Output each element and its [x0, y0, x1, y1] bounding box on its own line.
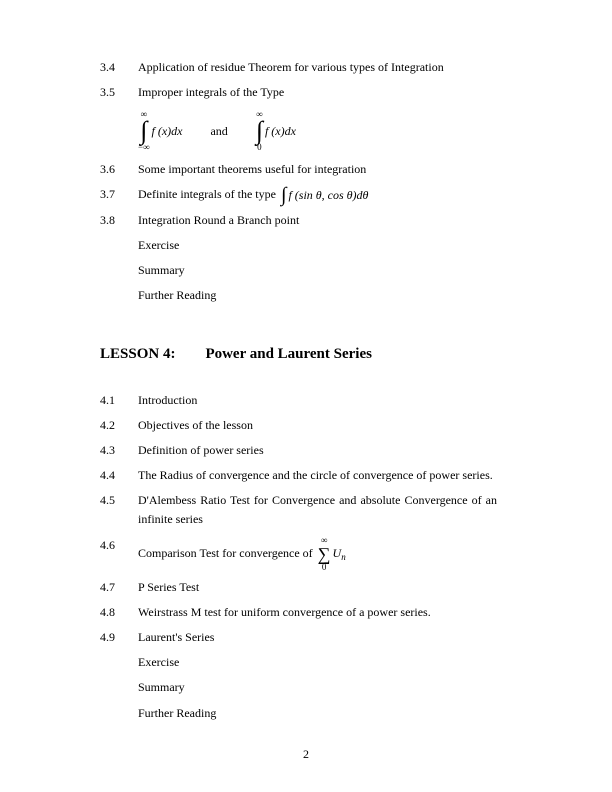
- item-text: Weirstrass M test for uniform convergenc…: [138, 603, 497, 622]
- page-number: 2: [0, 747, 612, 762]
- sum-symbol: ∞ ∑ 0: [318, 536, 331, 572]
- item-number: 4.8: [100, 603, 138, 622]
- toc-item: 4.6 Comparison Test for convergence of ∞…: [100, 536, 497, 572]
- toc-item: 3.4 Application of residue Theorem for v…: [100, 58, 497, 77]
- toc-item: 4.3 Definition of power series: [100, 441, 497, 460]
- tail-item: Further Reading: [138, 704, 497, 723]
- toc-item: 4.9 Laurent's Series: [100, 628, 497, 647]
- integral-2: ∞ ∫ 0 f (x)dx: [256, 110, 296, 151]
- item-text: Application of residue Theorem for vario…: [138, 58, 497, 77]
- item-number: 4.2: [100, 416, 138, 435]
- toc-item: 3.8 Integration Round a Branch point: [100, 211, 497, 230]
- toc-item: 3.7 Definite integrals of the type ∫ f (…: [100, 185, 497, 205]
- toc-item: 4.7 P Series Test: [100, 578, 497, 597]
- item-number: 3.6: [100, 160, 138, 179]
- integral-display: ∞ ∫ −∞ f (x)dx and ∞ ∫ 0 f (x)dx: [138, 110, 497, 151]
- lesson-heading: LESSON 4: Power and Laurent Series: [100, 346, 497, 363]
- item-number: 3.5: [100, 83, 138, 102]
- item-number: 4.4: [100, 466, 138, 485]
- item-text: D'Alembess Ratio Test for Convergence an…: [138, 491, 497, 529]
- tail-item: Exercise: [138, 236, 497, 255]
- item-text: Comparison Test for convergence of ∞ ∑ 0…: [138, 536, 497, 572]
- tail-item: Further Reading: [138, 286, 497, 305]
- item-number: 3.7: [100, 185, 138, 204]
- item-number: 4.6: [100, 536, 138, 555]
- item-text: Some important theorems useful for integ…: [138, 160, 497, 179]
- item-number: 4.1: [100, 391, 138, 410]
- toc-item: 4.2 Objectives of the lesson: [100, 416, 497, 435]
- item-number: 3.4: [100, 58, 138, 77]
- and-word: and: [210, 124, 227, 139]
- item-text: Objectives of the lesson: [138, 416, 497, 435]
- item-number: 3.8: [100, 211, 138, 230]
- tail-item: Summary: [138, 678, 497, 697]
- toc-item: 4.8 Weirstrass M test for uniform conver…: [100, 603, 497, 622]
- item-text: Introduction: [138, 391, 497, 410]
- page-content: 3.4 Application of residue Theorem for v…: [0, 0, 612, 769]
- integral-1: ∞ ∫ −∞ f (x)dx: [138, 110, 182, 151]
- toc-item: 4.5 D'Alembess Ratio Test for Convergenc…: [100, 491, 497, 529]
- toc-item: 4.1 Introduction: [100, 391, 497, 410]
- item-text: Definite integrals of the type ∫ f (sin …: [138, 185, 497, 205]
- item-text: The Radius of convergence and the circle…: [138, 466, 497, 485]
- item-text: Integration Round a Branch point: [138, 211, 497, 230]
- tail-item: Exercise: [138, 653, 497, 672]
- toc-item: 3.6 Some important theorems useful for i…: [100, 160, 497, 179]
- item-text: Improper integrals of the Type: [138, 83, 497, 102]
- item-number: 4.9: [100, 628, 138, 647]
- tail-item: Summary: [138, 261, 497, 280]
- item-number: 4.5: [100, 491, 138, 510]
- toc-item: 3.5 Improper integrals of the Type: [100, 83, 497, 102]
- item-number: 4.3: [100, 441, 138, 460]
- item-text: P Series Test: [138, 578, 497, 597]
- item-text: Definition of power series: [138, 441, 497, 460]
- inline-integral: ∫ f (sin θ, cos θ)dθ: [281, 186, 369, 205]
- item-number: 4.7: [100, 578, 138, 597]
- item-text: Laurent's Series: [138, 628, 497, 647]
- toc-item: 4.4 The Radius of convergence and the ci…: [100, 466, 497, 485]
